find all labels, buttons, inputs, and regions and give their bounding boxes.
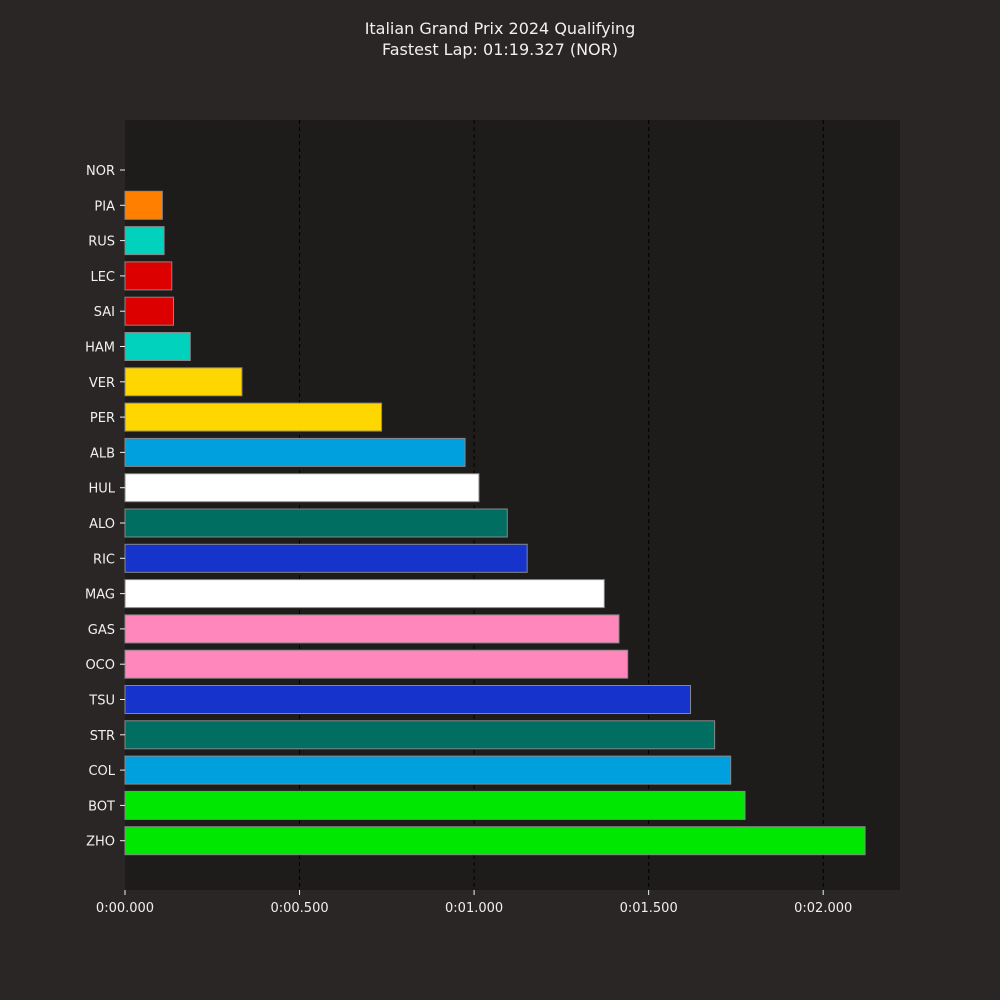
y-tick-label: VER (89, 376, 115, 391)
bar-tsu (124, 685, 692, 714)
bar-gas (124, 614, 620, 644)
bar-ver (124, 367, 243, 397)
y-tick-label: RUS (88, 235, 115, 250)
y-tick-label: ZHO (86, 835, 115, 850)
bar-alb (124, 437, 466, 467)
bar-pia (124, 190, 163, 220)
x-tick-label: 0:00.000 (96, 901, 154, 916)
y-tick-label: HUL (88, 482, 115, 497)
bar-alo (124, 508, 508, 538)
y-tick-label: BOT (88, 799, 115, 814)
y-tick-label: RIC (93, 552, 115, 567)
y-tick-label: GAS (88, 623, 115, 638)
bar-mag (124, 579, 605, 609)
x-tick-label: 0:01.500 (620, 901, 678, 916)
y-tick-label: TSU (88, 694, 115, 709)
chart-subtitle: Fastest Lap: 01:19.327 (NOR) (382, 40, 618, 59)
bar-ric (124, 543, 528, 573)
bar-lec (124, 261, 173, 291)
chart-title: Italian Grand Prix 2024 Qualifying (365, 19, 636, 38)
x-tick-label: 0:00.500 (270, 901, 328, 916)
y-tick-label: STR (90, 729, 115, 744)
bar-per (124, 402, 383, 432)
y-tick-label: ALB (90, 446, 115, 461)
y-tick-label: HAM (85, 341, 115, 356)
y-tick-label: NOR (86, 164, 115, 179)
y-tick-label: OCO (85, 658, 115, 673)
bar-ham (124, 332, 191, 361)
bar-sai (124, 296, 175, 326)
bar-rus (124, 226, 165, 256)
y-tick-label: COL (88, 764, 115, 779)
y-tick-label: ALO (89, 517, 115, 532)
y-tick-label: MAG (85, 588, 115, 603)
bars (124, 190, 866, 856)
bar-str (124, 720, 716, 750)
y-tick-label: LEC (90, 270, 115, 285)
y-tick-label: SAI (94, 305, 115, 320)
bar-oco (124, 649, 629, 679)
y-tick-label: PIA (94, 199, 115, 214)
y-tick-label: PER (90, 411, 115, 426)
bar-col (124, 755, 732, 785)
x-tick-label: 0:02.000 (794, 901, 852, 916)
bar-bot (124, 790, 746, 820)
bar-zho (124, 826, 866, 856)
axes: 0:00.000 0:00.500 0:01.000 0:01.500 0:02.000… (85, 164, 852, 916)
x-tick-label: 0:01.000 (445, 901, 503, 916)
grid-lines (299, 120, 824, 890)
bar-hul (124, 473, 480, 503)
